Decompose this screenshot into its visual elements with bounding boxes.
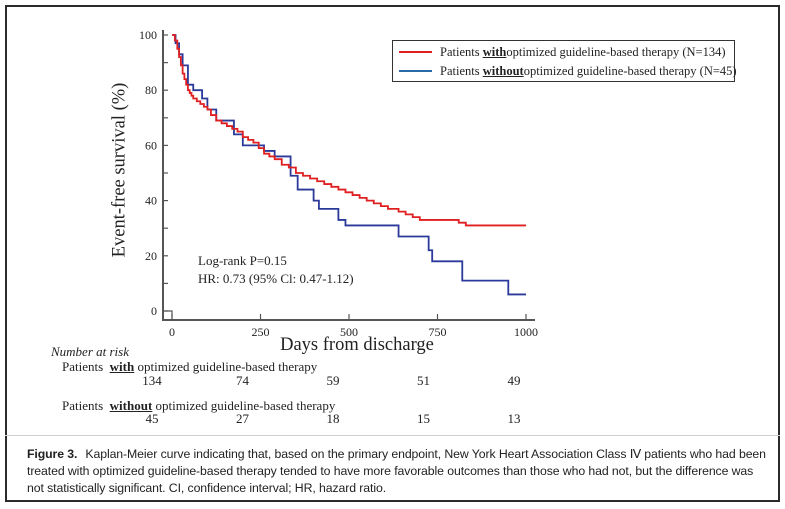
y-axis-label: Event-free survival (%) (109, 82, 130, 258)
risk-value: 15 (417, 411, 430, 426)
legend-text-emph: without (482, 63, 524, 78)
risk-label-prefix: Patients (62, 398, 107, 413)
risk-value: 59 (326, 373, 340, 388)
stats-annotation: Log-rank P=0.15 HR: 0.73 (95% Cl: 0.47-1… (198, 252, 354, 288)
figure-caption: Figure 3. Kaplan-Meier curve indicating t… (27, 446, 767, 497)
risk-label-suffix: optimized guideline-based therapy (134, 359, 318, 374)
risk-label-emph: without (109, 398, 153, 413)
curve-with-therapy (172, 34, 526, 227)
risk-label-suffix: optimized guideline-based therapy (152, 398, 336, 413)
legend-text-emph: with (482, 44, 507, 59)
x-tick-label: 1000 (514, 325, 538, 339)
figure-label: Figure 3. (27, 447, 78, 461)
hazard-ratio-text: HR: 0.73 (95% Cl: 0.47-1.12) (198, 271, 354, 286)
y-tick-label: 40 (145, 194, 157, 208)
x-axis-label: Days from discharge (280, 335, 434, 355)
risk-row-label-without: Patients without optimized guideline-bas… (62, 398, 335, 414)
risk-label-emph: with (109, 359, 135, 374)
logrank-text: Log-rank P=0.15 (198, 253, 287, 268)
x-tick-label: 0 (169, 325, 175, 339)
legend: Patients with optimized guideline-based … (392, 40, 737, 82)
risk-label-prefix: Patients (62, 359, 107, 374)
curves (172, 34, 526, 296)
caption-divider (5, 435, 780, 436)
risk-value: 49 (507, 373, 521, 388)
y-tick-label: 60 (145, 138, 157, 152)
figure-frame (5, 5, 780, 502)
risk-value: 18 (326, 411, 340, 426)
legend-item-without: Patients without optimized guideline-bas… (399, 62, 737, 80)
legend-swatch-without (399, 70, 432, 72)
legend-item-with: Patients with optimized guideline-based … (399, 43, 725, 61)
y-tick-label: 100 (139, 28, 157, 42)
y-tick-label: 20 (145, 249, 157, 263)
y-tick-label: 0 (151, 304, 157, 318)
legend-text-suffix: optimized guideline-based therapy (N=45) (523, 63, 737, 78)
risk-value: 74 (236, 373, 249, 388)
x-tick-label: 250 (252, 325, 270, 339)
y-tick-label: 80 (145, 83, 157, 97)
x-tick-label: 500 (340, 325, 358, 339)
curve-without-therapy (172, 34, 526, 296)
risk-value: 45 (145, 411, 159, 426)
risk-value: 27 (236, 411, 249, 426)
legend-swatch-with (399, 51, 432, 53)
legend-text-prefix: Patients (440, 63, 480, 78)
x-tick-label: 750 (429, 325, 447, 339)
risk-row-label-with: Patients with optimized guideline-based … (62, 359, 317, 375)
risk-value: 13 (507, 411, 521, 426)
legend-text-prefix: Patients (440, 44, 480, 59)
number-at-risk-title: Number at risk (51, 344, 129, 359)
caption-text: Kaplan-Meier curve indicating that, base… (27, 447, 766, 495)
legend-text-suffix: optimized guideline-based therapy (N=134… (506, 44, 726, 59)
zero-marker (163, 310, 173, 320)
risk-value: 134 (142, 373, 162, 388)
risk-value: 51 (417, 373, 430, 388)
